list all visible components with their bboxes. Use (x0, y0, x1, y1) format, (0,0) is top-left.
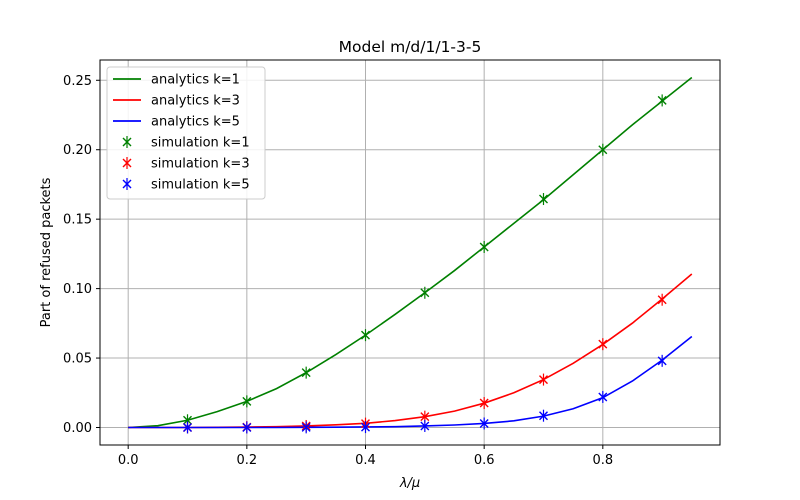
data-point-simulation-k-1 (598, 143, 608, 156)
legend: analytics k=1 analytics k=3 analytics k=5 s… (106, 66, 266, 200)
legend-swatch-simulation-k-1 (122, 136, 132, 148)
y-tick-label: 0.10 (63, 282, 92, 297)
legend-label-analytics-k-5: analytics k=5 (151, 115, 240, 130)
y-tick-label: 0.15 (63, 213, 92, 228)
y-tick-label: 0.25 (63, 74, 92, 89)
data-point-simulation-k-1 (361, 329, 370, 342)
data-point-simulation-k-5 (242, 421, 252, 434)
data-point-simulation-k-5 (479, 417, 489, 430)
tick-layer: 0.0 0.2 0.4 0.6 0.8 0.00 0.05 0.10 0.15 0.20 0.25 (63, 74, 613, 468)
data-point-simulation-k-1 (242, 395, 252, 408)
plot-frame (99, 59, 721, 446)
data-point-simulation-k-1 (479, 240, 489, 253)
legend-label-analytics-k-3: analytics k=3 (151, 94, 240, 109)
chart-title: Model m/d/1/1-3-5 (339, 38, 482, 56)
x-axis-label: λ/μ (399, 476, 420, 491)
y-tick-label: 0.00 (63, 421, 92, 436)
x-tick-label: 0.4 (355, 453, 376, 468)
data-point-simulation-k-3 (598, 338, 608, 351)
x-tick-label: 0.6 (474, 453, 495, 468)
x-tick-label: 0.2 (236, 453, 257, 468)
y-axis-label: Part of refused packets (39, 177, 54, 327)
data-point-simulation-k-5 (598, 390, 608, 403)
data-point-simulation-k-5 (183, 421, 193, 434)
legend-label-analytics-k-1: analytics k=1 (151, 73, 240, 88)
legend-swatch-simulation-k-3 (122, 157, 132, 169)
x-tick-label: 0.0 (118, 453, 139, 468)
data-point-simulation-k-5 (301, 421, 311, 434)
data-point-simulation-k-1 (538, 193, 548, 206)
legend-label-simulation-k-1: simulation k=1 (151, 136, 250, 151)
legend-label-simulation-k-5: simulation k=5 (151, 178, 250, 193)
data-point-simulation-k-1 (657, 94, 667, 107)
x-tick-label: 0.8 (592, 453, 613, 468)
data-point-simulation-k-3 (538, 373, 548, 386)
series-layer (128, 76, 693, 434)
data-point-simulation-k-5 (657, 354, 667, 367)
legend-swatch-simulation-k-5 (122, 178, 132, 190)
legend-box (106, 66, 266, 200)
data-point-simulation-k-3 (479, 397, 489, 410)
series-line-analytics-k-1 (128, 76, 693, 429)
data-point-simulation-k-5 (538, 409, 548, 422)
grid-layer (100, 60, 720, 445)
data-point-simulation-k-5 (420, 419, 430, 432)
series-line-analytics-k-5 (128, 335, 693, 429)
legend-label-simulation-k-3: simulation k=3 (151, 157, 250, 172)
data-point-simulation-k-5 (361, 421, 370, 434)
y-tick-label: 0.05 (63, 352, 92, 367)
data-point-simulation-k-1 (420, 286, 430, 299)
data-point-simulation-k-3 (657, 293, 667, 306)
y-tick-label: 0.20 (63, 143, 92, 158)
data-point-simulation-k-1 (301, 366, 311, 379)
